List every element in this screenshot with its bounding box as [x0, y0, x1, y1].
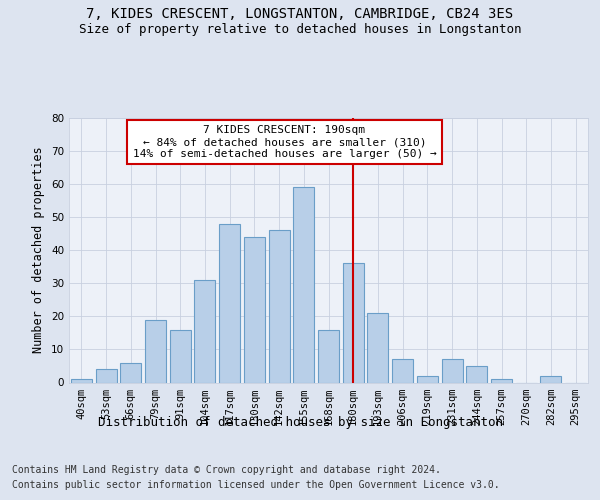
Bar — [120, 362, 141, 382]
Bar — [95, 369, 116, 382]
Text: Size of property relative to detached houses in Longstanton: Size of property relative to detached ho… — [79, 22, 521, 36]
Bar — [392, 360, 413, 382]
Text: 7, KIDES CRESCENT, LONGSTANTON, CAMBRIDGE, CB24 3ES: 7, KIDES CRESCENT, LONGSTANTON, CAMBRIDG… — [86, 8, 514, 22]
Text: Distribution of detached houses by size in Longstanton: Distribution of detached houses by size … — [97, 416, 503, 429]
Text: Contains HM Land Registry data © Crown copyright and database right 2024.: Contains HM Land Registry data © Crown c… — [12, 465, 441, 475]
Bar — [145, 320, 166, 382]
Bar — [219, 224, 240, 382]
Bar — [367, 313, 388, 382]
Y-axis label: Number of detached properties: Number of detached properties — [32, 146, 46, 354]
Bar — [541, 376, 562, 382]
Bar — [343, 263, 364, 382]
Bar — [244, 237, 265, 382]
Bar — [71, 379, 92, 382]
Bar — [491, 379, 512, 382]
Text: 7 KIDES CRESCENT: 190sqm
← 84% of detached houses are smaller (310)
14% of semi-: 7 KIDES CRESCENT: 190sqm ← 84% of detach… — [133, 126, 436, 158]
Bar — [170, 330, 191, 382]
Bar — [442, 360, 463, 382]
Bar — [417, 376, 438, 382]
Bar — [318, 330, 339, 382]
Text: Contains public sector information licensed under the Open Government Licence v3: Contains public sector information licen… — [12, 480, 500, 490]
Bar — [466, 366, 487, 382]
Bar — [194, 280, 215, 382]
Bar — [293, 187, 314, 382]
Bar — [269, 230, 290, 382]
